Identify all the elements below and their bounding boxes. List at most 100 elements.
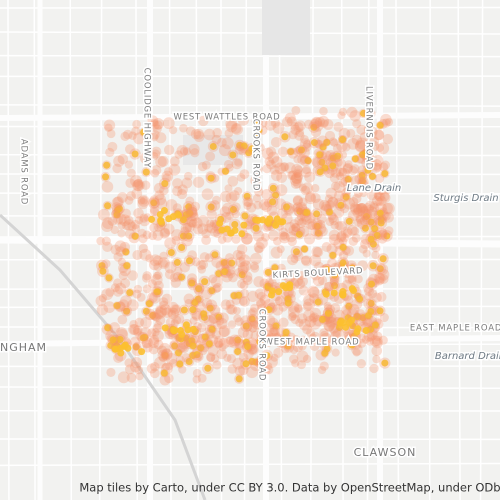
- heat-point: [149, 151, 159, 161]
- heat-point: [366, 332, 376, 342]
- heat-point: [291, 203, 301, 213]
- heat-point: [332, 154, 341, 163]
- heat-point: [220, 299, 232, 310]
- heat-point: [170, 319, 179, 328]
- heat-point: [254, 187, 264, 197]
- heat-point: [195, 295, 205, 304]
- heat-point: [356, 333, 367, 343]
- heat-point: [149, 120, 160, 131]
- heat-point: [105, 287, 115, 297]
- heat-point: [377, 233, 388, 244]
- heat-point: [310, 139, 318, 147]
- heat-point: [282, 328, 290, 336]
- heat-point: [149, 311, 159, 321]
- heat-point: [350, 164, 360, 174]
- heat-point: [267, 151, 280, 164]
- heat-point: [168, 125, 178, 135]
- heat-point: [267, 278, 277, 288]
- heat-point: [322, 290, 330, 298]
- heat-point: [301, 255, 312, 267]
- heat-point: [185, 203, 193, 211]
- heat-point: [330, 302, 341, 313]
- road-label: COOLIDGE HIGHWAY: [142, 68, 152, 169]
- heat-point: [364, 286, 375, 297]
- heat-point: [157, 345, 168, 356]
- heat-point: [319, 361, 329, 371]
- heat-point: [117, 192, 128, 203]
- heat-point: [165, 317, 176, 328]
- heat-point: [292, 342, 304, 353]
- heat-point: [174, 313, 185, 325]
- heat-point: [257, 303, 267, 314]
- heat-point: [290, 124, 301, 136]
- heat-point: [132, 179, 145, 192]
- heat-point: [327, 213, 338, 223]
- heat-point: [123, 219, 136, 231]
- heat-point: [97, 208, 110, 221]
- heat-point: [220, 190, 232, 203]
- heat-point: [150, 168, 160, 178]
- heat-point: [234, 336, 242, 344]
- heat-point: [323, 266, 331, 274]
- heat-point: [293, 172, 303, 182]
- heat-point: [149, 311, 157, 319]
- heat-point: [359, 109, 367, 117]
- heat-point: [227, 304, 238, 315]
- heat-point: [373, 129, 384, 141]
- heat-point: [228, 259, 236, 267]
- heat-point: [224, 184, 233, 193]
- heat-point: [296, 207, 304, 215]
- heat-point: [183, 171, 193, 181]
- heat-point: [379, 192, 391, 204]
- heat-point: [356, 203, 367, 214]
- heat-point: [172, 203, 182, 213]
- heat-point: [303, 208, 311, 216]
- heat-point: [254, 288, 266, 300]
- heat-point: [250, 175, 262, 186]
- heat-point: [287, 236, 297, 247]
- heat-point: [271, 264, 279, 272]
- heat-point: [329, 251, 337, 259]
- heat-point: [314, 261, 325, 272]
- heat-point: [164, 261, 177, 274]
- heat-point: [186, 204, 198, 216]
- heat-point: [164, 269, 175, 280]
- heat-point: [234, 338, 246, 350]
- heat-point: [383, 211, 394, 223]
- heat-point: [109, 336, 117, 344]
- heat-point: [320, 330, 329, 340]
- heat-point: [367, 218, 375, 226]
- street: [195, 0, 199, 500]
- heat-point: [171, 342, 179, 350]
- heat-point: [327, 257, 337, 268]
- heat-point: [201, 235, 211, 246]
- heat-point: [163, 223, 175, 235]
- heat-point: [150, 362, 160, 372]
- heat-point: [147, 279, 157, 289]
- street: [310, 0, 314, 500]
- heat-point: [192, 224, 204, 235]
- heat-point: [338, 167, 348, 177]
- heat-point: [243, 348, 254, 359]
- heat-point: [303, 298, 316, 311]
- heat-point: [248, 145, 256, 153]
- heat-point: [167, 309, 177, 318]
- heat-point: [317, 115, 330, 128]
- heat-point: [351, 134, 363, 146]
- heat-point: [319, 199, 330, 211]
- heat-point: [339, 233, 349, 243]
- heat-point: [329, 162, 337, 170]
- heat-point: [118, 271, 128, 281]
- heat-point: [231, 226, 239, 234]
- heat-point: [279, 269, 290, 281]
- heat-point: [264, 282, 272, 290]
- heat-point: [142, 230, 152, 240]
- heat-point: [319, 106, 328, 116]
- heat-point: [250, 303, 259, 313]
- heat-point: [277, 218, 285, 226]
- heat-point: [344, 175, 352, 183]
- heat-point: [208, 274, 218, 284]
- heat-point: [314, 116, 326, 128]
